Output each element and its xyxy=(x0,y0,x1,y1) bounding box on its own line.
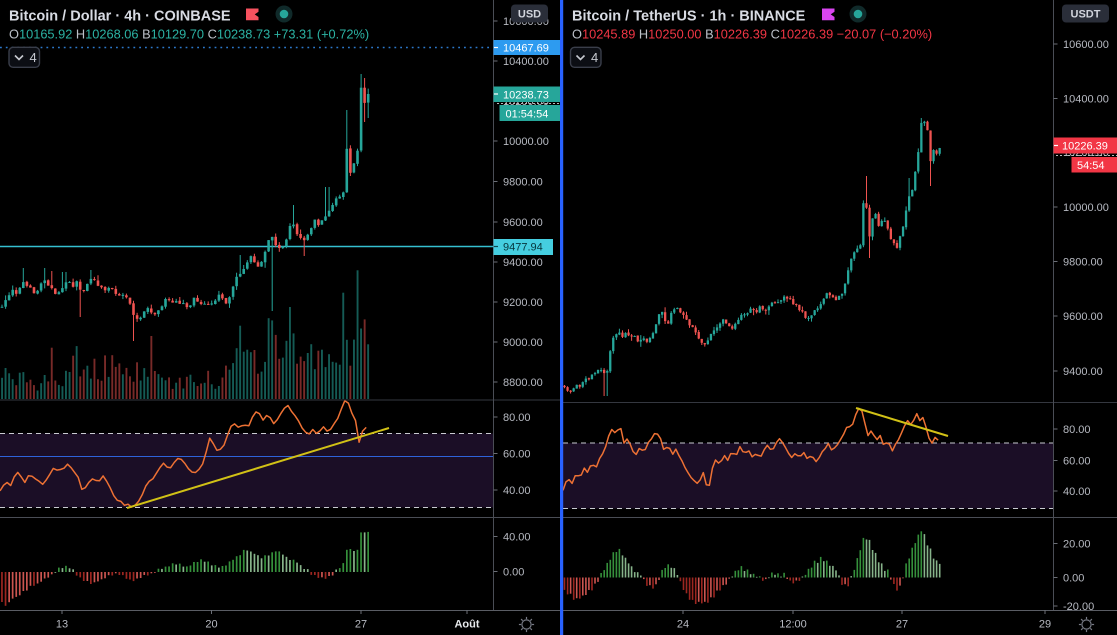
svg-text:Bitcoin / Dollar · 4h · COINBA: Bitcoin / Dollar · 4h · COINBASE xyxy=(9,9,231,25)
svg-text:20.00: 20.00 xyxy=(1063,538,1091,550)
svg-text:USDT: USDT xyxy=(1071,9,1101,21)
svg-text:9600.00: 9600.00 xyxy=(503,217,543,229)
svg-text:Bitcoin / TetherUS · 1h · BINA: Bitcoin / TetherUS · 1h · BINANCE xyxy=(572,9,806,25)
svg-text:12:00: 12:00 xyxy=(779,619,807,631)
svg-text:54:54: 54:54 xyxy=(1077,160,1105,172)
svg-text:9800.00: 9800.00 xyxy=(1063,256,1103,268)
svg-text:0.00: 0.00 xyxy=(503,566,524,578)
svg-text:-20.00: -20.00 xyxy=(1063,601,1094,613)
svg-text:27: 27 xyxy=(355,619,367,631)
svg-text:60.00: 60.00 xyxy=(1063,455,1091,467)
svg-text:10226.39: 10226.39 xyxy=(1062,141,1108,153)
svg-text:27: 27 xyxy=(896,619,908,631)
svg-text:O10165.92 H10268.06 B10129: O10165.92 H10268.06 B10129.70 C10238.73 … xyxy=(9,27,369,42)
svg-text:10400.00: 10400.00 xyxy=(1063,93,1109,105)
svg-text:O10245.89 H10250.00 B10226: O10245.89 H10250.00 B10226.39 C10226.39 … xyxy=(572,27,932,42)
svg-text:13: 13 xyxy=(56,619,68,631)
svg-text:40.00: 40.00 xyxy=(1063,486,1091,498)
svg-text:10600.00: 10600.00 xyxy=(1063,39,1109,51)
svg-text:20: 20 xyxy=(205,619,217,631)
svg-text:01:54:54: 01:54:54 xyxy=(506,109,549,121)
svg-text:Août: Août xyxy=(454,619,479,631)
svg-text:10000.00: 10000.00 xyxy=(1063,202,1109,214)
svg-text:9400.00: 9400.00 xyxy=(1063,366,1103,378)
svg-text:29: 29 xyxy=(1039,619,1051,631)
svg-text:40.00: 40.00 xyxy=(503,485,531,497)
svg-text:80.00: 80.00 xyxy=(1063,424,1091,436)
svg-text:24: 24 xyxy=(677,619,689,631)
svg-text:10238.73: 10238.73 xyxy=(503,89,549,101)
svg-text:4: 4 xyxy=(30,50,37,65)
svg-text:10400.00: 10400.00 xyxy=(503,56,549,68)
svg-text:60.00: 60.00 xyxy=(503,448,531,460)
svg-text:4: 4 xyxy=(591,50,598,65)
svg-text:9800.00: 9800.00 xyxy=(503,176,543,188)
svg-text:10467.69: 10467.69 xyxy=(503,43,549,55)
svg-text:0.00: 0.00 xyxy=(1063,572,1084,584)
svg-text:USD: USD xyxy=(518,9,541,21)
svg-text:9000.00: 9000.00 xyxy=(503,337,543,349)
svg-text:9477.94: 9477.94 xyxy=(503,242,543,254)
svg-text:9400.00: 9400.00 xyxy=(503,257,543,269)
svg-text:10000.00: 10000.00 xyxy=(503,136,549,148)
svg-text:40.00: 40.00 xyxy=(503,531,531,543)
svg-text:80.00: 80.00 xyxy=(503,412,531,424)
svg-text:8800.00: 8800.00 xyxy=(503,377,543,389)
svg-text:9600.00: 9600.00 xyxy=(1063,311,1103,323)
svg-text:9200.00: 9200.00 xyxy=(503,297,543,309)
